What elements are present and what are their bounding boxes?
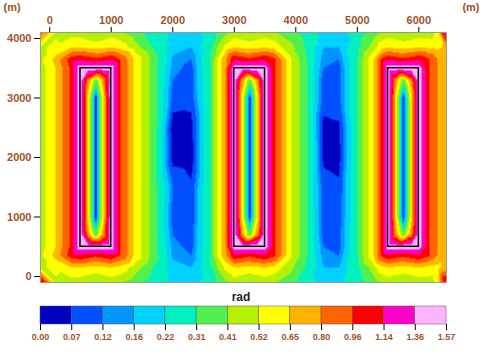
- svg-text:2000: 2000: [7, 151, 31, 163]
- svg-text:1.57: 1.57: [438, 332, 456, 342]
- svg-text:0.16: 0.16: [125, 332, 143, 342]
- svg-text:3000: 3000: [222, 14, 246, 26]
- svg-text:0.12: 0.12: [94, 332, 112, 342]
- svg-text:0.41: 0.41: [219, 332, 237, 342]
- svg-text:0.31: 0.31: [188, 332, 206, 342]
- svg-text:0.65: 0.65: [282, 332, 300, 342]
- svg-text:(m): (m): [462, 1, 479, 13]
- svg-text:0: 0: [25, 270, 31, 282]
- svg-text:0.80: 0.80: [313, 332, 331, 342]
- svg-text:1000: 1000: [99, 14, 123, 26]
- svg-text:4000: 4000: [284, 14, 308, 26]
- svg-text:1.36: 1.36: [407, 332, 425, 342]
- svg-text:1000: 1000: [7, 211, 31, 223]
- svg-text:0.22: 0.22: [157, 332, 175, 342]
- svg-text:5000: 5000: [345, 14, 369, 26]
- html-text:rad: rad: [231, 290, 251, 304]
- svg-text:3000: 3000: [7, 91, 31, 103]
- svg-text:4000: 4000: [7, 32, 31, 44]
- svg-text:0.07: 0.07: [63, 332, 81, 342]
- svg-text:2000: 2000: [161, 14, 185, 26]
- svg-text:(m): (m): [4, 1, 21, 13]
- svg-text:0.52: 0.52: [250, 332, 268, 342]
- svg-text:0.00: 0.00: [32, 332, 50, 342]
- svg-text:0.96: 0.96: [344, 332, 362, 342]
- svg-text:1.14: 1.14: [375, 332, 393, 342]
- svg-text:0: 0: [47, 14, 53, 26]
- svg-text:6000: 6000: [407, 14, 431, 26]
